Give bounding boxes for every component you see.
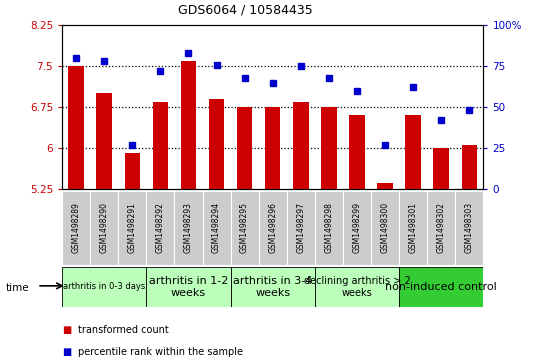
Bar bbox=[315, 191, 343, 265]
Text: GSM1498291: GSM1498291 bbox=[128, 202, 137, 253]
Bar bbox=[209, 99, 224, 189]
Bar bbox=[377, 183, 393, 189]
Bar bbox=[90, 191, 118, 265]
Text: GSM1498294: GSM1498294 bbox=[212, 202, 221, 253]
Text: GSM1498297: GSM1498297 bbox=[296, 202, 305, 253]
Bar bbox=[455, 191, 483, 265]
Bar bbox=[293, 102, 308, 189]
Text: transformed count: transformed count bbox=[78, 325, 169, 335]
Bar bbox=[399, 267, 483, 307]
Bar bbox=[287, 191, 315, 265]
Text: GSM1498292: GSM1498292 bbox=[156, 202, 165, 253]
Bar bbox=[231, 267, 315, 307]
Bar bbox=[118, 191, 146, 265]
Text: GSM1498290: GSM1498290 bbox=[100, 202, 109, 253]
Text: GSM1498299: GSM1498299 bbox=[353, 202, 361, 253]
Bar bbox=[69, 66, 84, 189]
Text: arthritis in 3-4
weeks: arthritis in 3-4 weeks bbox=[233, 276, 312, 298]
Bar bbox=[125, 153, 140, 189]
Bar bbox=[146, 267, 231, 307]
Bar bbox=[321, 107, 336, 189]
Text: ■: ■ bbox=[62, 347, 71, 357]
Bar bbox=[62, 191, 90, 265]
Bar bbox=[399, 191, 427, 265]
Bar bbox=[146, 191, 174, 265]
Text: GSM1498296: GSM1498296 bbox=[268, 202, 277, 253]
Text: GSM1498293: GSM1498293 bbox=[184, 202, 193, 253]
Bar bbox=[265, 107, 280, 189]
Bar bbox=[315, 267, 399, 307]
Text: GSM1498302: GSM1498302 bbox=[437, 202, 445, 253]
Text: non-induced control: non-induced control bbox=[386, 282, 497, 292]
Bar bbox=[181, 61, 196, 189]
Bar bbox=[371, 191, 399, 265]
Bar bbox=[462, 145, 477, 189]
Text: percentile rank within the sample: percentile rank within the sample bbox=[78, 347, 244, 357]
Bar bbox=[62, 267, 146, 307]
Bar bbox=[259, 191, 287, 265]
Text: GSM1498298: GSM1498298 bbox=[325, 202, 333, 253]
Text: arthritis in 1-2
weeks: arthritis in 1-2 weeks bbox=[149, 276, 228, 298]
Text: GSM1498300: GSM1498300 bbox=[381, 202, 389, 253]
Bar bbox=[174, 191, 202, 265]
Bar bbox=[97, 93, 112, 189]
Bar bbox=[343, 191, 371, 265]
Text: declining arthritis > 2
weeks: declining arthritis > 2 weeks bbox=[303, 276, 410, 298]
Bar bbox=[202, 191, 231, 265]
Text: GSM1498301: GSM1498301 bbox=[409, 202, 417, 253]
Text: GSM1498289: GSM1498289 bbox=[72, 202, 80, 253]
Bar bbox=[153, 102, 168, 189]
Text: GSM1498303: GSM1498303 bbox=[465, 202, 474, 253]
Bar bbox=[427, 191, 455, 265]
Text: GSM1498295: GSM1498295 bbox=[240, 202, 249, 253]
Bar bbox=[406, 115, 421, 189]
Bar bbox=[237, 107, 252, 189]
Bar bbox=[349, 115, 364, 189]
Text: arthritis in 0-3 days: arthritis in 0-3 days bbox=[63, 282, 145, 291]
Bar bbox=[434, 148, 449, 189]
Text: ■: ■ bbox=[62, 325, 71, 335]
Bar bbox=[231, 191, 259, 265]
Text: time: time bbox=[5, 283, 29, 293]
Text: GDS6064 / 10584435: GDS6064 / 10584435 bbox=[178, 3, 313, 16]
